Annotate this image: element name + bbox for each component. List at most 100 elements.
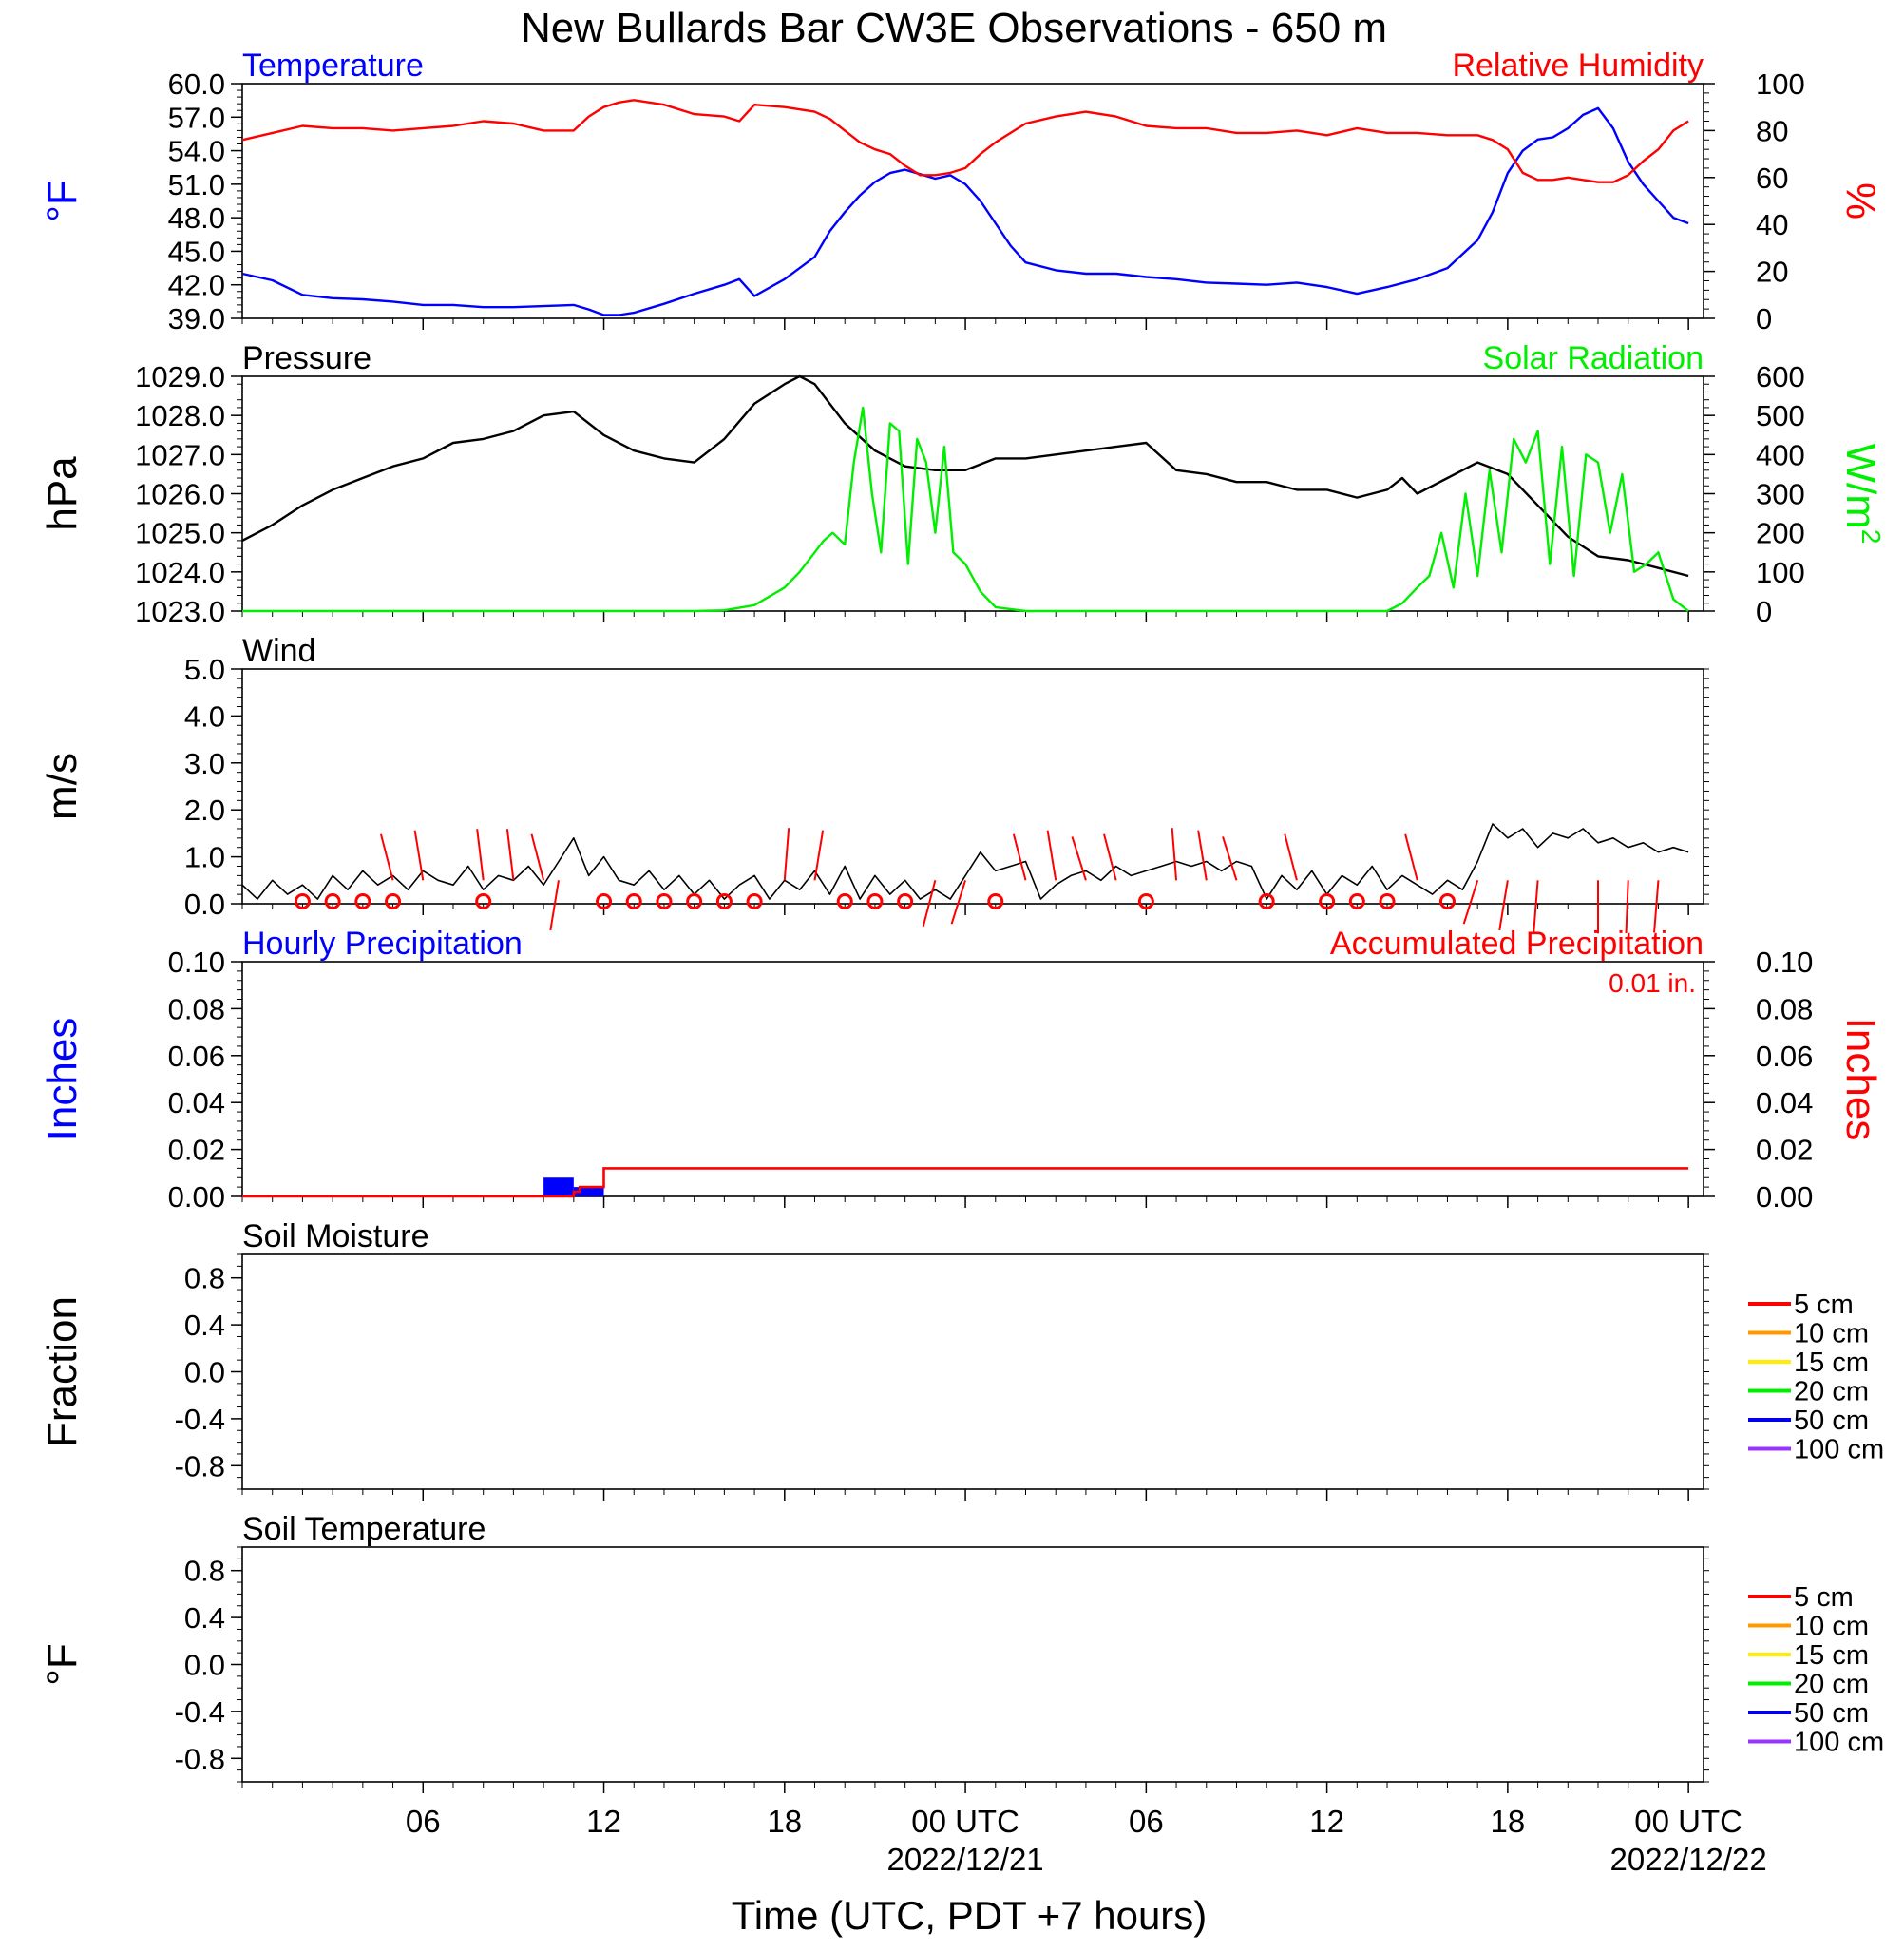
calm-circle [475,893,492,910]
panel-temperature-humidity: 60.057.054.051.048.045.042.039.0 100 80 60 4… [39,48,1884,335]
panel-title-left: Soil Temperature [242,1511,486,1547]
y-tick-label: 1023.0 [135,595,225,628]
series-pressure [241,374,1689,578]
calm-circle [836,893,853,910]
panel-title-left: Soil Moisture [242,1218,429,1254]
panel-wind: 5.0 4.0 3.0 2.0 1.0 0.0 Wind m/s [39,633,1709,934]
calm-circle [746,893,763,910]
calm-circle [1258,893,1275,910]
calm-circle [625,893,642,910]
legend-label: 100 cm [1794,1728,1884,1758]
y-tick-label-right: 60 [1756,162,1788,195]
calm-circle [354,893,371,910]
y-axis-label-left: °F [39,180,86,221]
wind-barb [813,830,825,881]
x-tick-label: 12 [586,1804,621,1839]
y-tick-label-right: 300 [1756,478,1805,511]
x-tick-label: 18 [1491,1804,1526,1839]
wind-barb [1653,880,1660,933]
y-tick-label: 1024.0 [135,556,225,589]
wind-barb [1625,880,1629,934]
panel-frame [241,961,1704,1197]
y-tick-label-right: 400 [1756,438,1805,471]
y-tick-label-right: 80 [1756,114,1788,147]
x-tick-label: 06 [1129,1804,1164,1839]
y-axis-label-left: Inches [39,1018,86,1141]
panels: 60.057.054.051.048.045.042.039.0 100 80 60 4… [39,48,1886,1793]
y-tick-label: -0.8 [175,1449,225,1482]
y-tick-label: 45.0 [168,235,225,268]
y-tick-label: 1027.0 [135,438,225,471]
calm-circle [987,893,1004,910]
calm-circle [1348,893,1365,910]
y-tick-label-right: 20 [1756,256,1788,289]
panel-frame [241,1546,1704,1783]
calm-circle [715,893,733,910]
y-axis-label-right: % [1837,182,1884,220]
calm-circle [294,893,311,910]
y-tick-label: 0.08 [168,992,225,1025]
wind-barb [1103,833,1117,881]
y-tick-label-right: 0.10 [1756,946,1813,979]
y-axis-label-left: hPa [39,456,86,531]
precip-total-label: 0.01 in. [1609,968,1696,998]
legend-label: 20 cm [1794,1377,1869,1407]
x-tick-date: 2022/12/21 [886,1842,1043,1877]
y-tick-label: 1025.0 [135,517,225,550]
x-tick-label: 00 UTC [911,1804,1019,1839]
calm-circle [324,893,341,910]
panel-frame [241,1253,1704,1490]
y-tick-label-right: 0.00 [1756,1180,1813,1214]
panel-title-left: Pressure [242,340,371,376]
wind-barb [1222,836,1238,881]
y-tick-label: 0.0 [184,888,225,921]
legend-label: 5 cm [1794,1290,1854,1320]
panel-title-right: Accumulated Precipitation [1330,926,1704,962]
wind-barb [1404,833,1418,881]
y-tick-label: 42.0 [168,269,225,302]
calm-circle [1319,893,1336,910]
y-tick-label-right: 0.04 [1756,1086,1813,1119]
panel-title-right: Relative Humidity [1452,48,1704,84]
wind-barb [1284,833,1298,881]
wind-barb [1462,879,1479,925]
x-tick-label: 18 [767,1804,802,1839]
y-tick-label: 0.4 [184,1309,225,1342]
y-tick-label-right: 0.06 [1756,1040,1813,1073]
hourly-precip-bar [543,1177,574,1196]
y-tick-label-right: 40 [1756,208,1788,241]
y-tick-label: 0.06 [168,1040,225,1073]
y-tick-label: 1026.0 [135,478,225,511]
y-tick-label: 4.0 [184,699,225,733]
wind-barb [379,833,394,881]
wind-barb [476,829,485,881]
x-axis-label: Time (UTC, PDT +7 hours) [732,1893,1208,1938]
legend-label: 15 cm [1794,1640,1869,1671]
panel-frame [241,83,1704,319]
y-axis-label-left: °F [39,1643,86,1685]
y-tick-label: 2.0 [184,794,225,827]
y-tick-label: 0.00 [168,1180,225,1214]
y-tick-label: 0.02 [168,1134,225,1167]
y-tick-label: 0.04 [168,1086,225,1119]
wind-barb [783,828,790,881]
legend-label: 10 cm [1794,1612,1869,1642]
wind-barb [1012,833,1027,881]
series-wind-speed [241,823,1689,900]
y-tick-label: -0.8 [175,1742,225,1775]
y-tick-label-right: 0.02 [1756,1134,1813,1167]
wind-barb [1498,880,1509,931]
calm-circle [1438,893,1456,910]
y-tick-label: 1029.0 [135,360,225,393]
panel-title-left: Wind [242,633,315,669]
wind-barb [950,879,967,925]
calm-circle [656,893,673,910]
calm-circle [385,893,402,910]
legend-label: 100 cm [1794,1435,1884,1465]
y-tick-label: 54.0 [168,135,225,168]
calm-circle [866,893,884,910]
wind-barb [530,833,545,881]
y-tick-label: 1028.0 [135,399,225,432]
wind-barb [1071,836,1087,881]
